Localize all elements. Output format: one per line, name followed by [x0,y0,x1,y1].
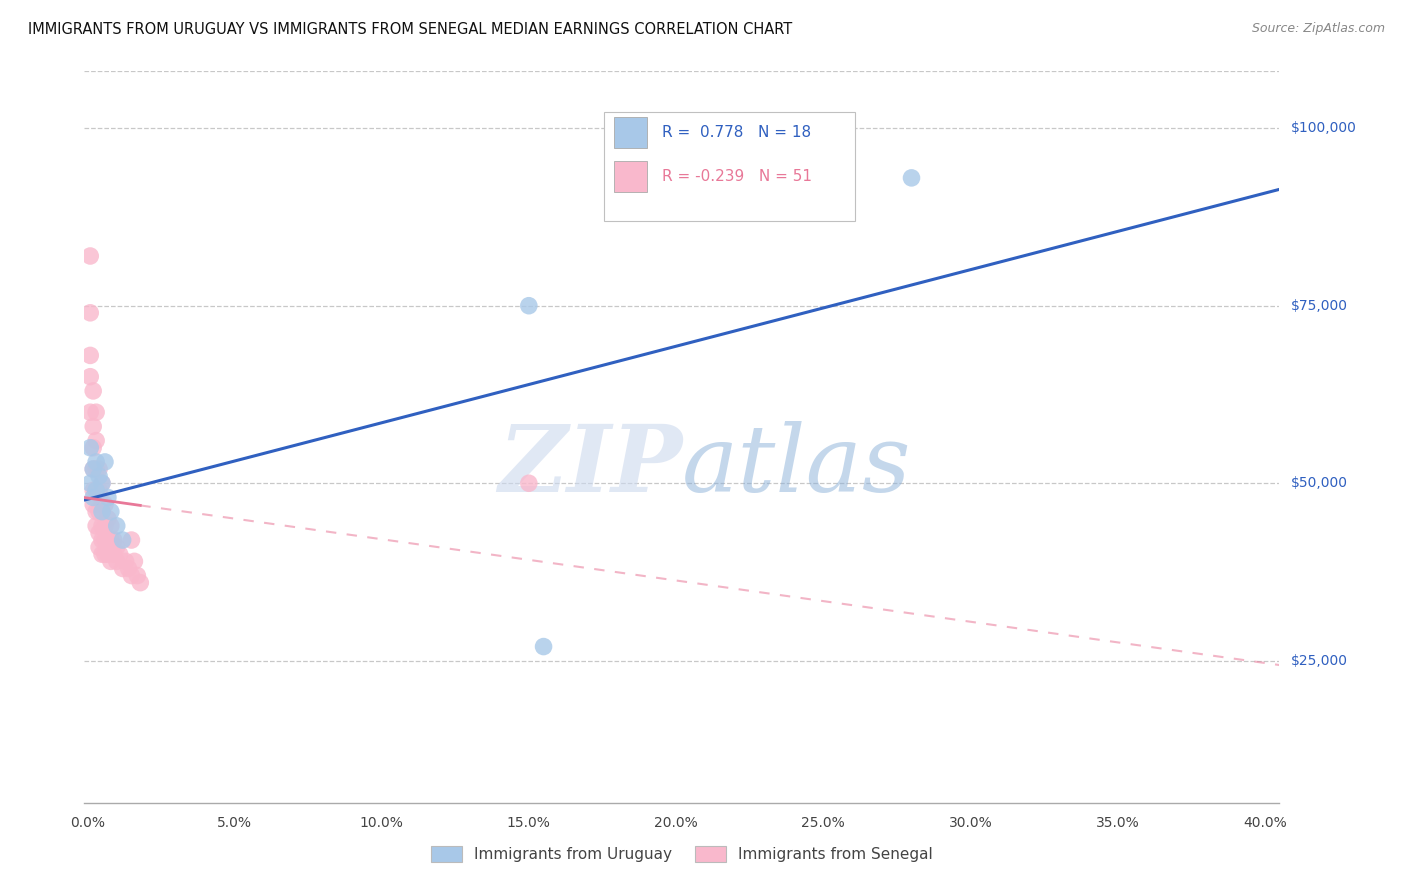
Legend: Immigrants from Uruguay, Immigrants from Senegal: Immigrants from Uruguay, Immigrants from… [425,840,939,868]
Point [87,483,110,498]
Point [84,483,107,498]
Point [91,498,114,512]
Point [79,348,101,362]
Point [82,462,104,476]
Point [97,533,120,547]
Text: R = -0.239   N = 51: R = -0.239 N = 51 [662,169,811,184]
Point [91,505,114,519]
Point [517,476,540,491]
Point [100,519,122,533]
Point [79,369,101,384]
Point [91,476,114,491]
Point [97,491,120,505]
Point [79,306,101,320]
Point [82,498,104,512]
Point [517,299,540,313]
Point [79,476,101,491]
Text: $25,000: $25,000 [1291,654,1347,668]
Point [82,483,104,498]
Point [114,554,136,568]
Point [100,554,122,568]
FancyBboxPatch shape [614,118,647,148]
Point [105,540,128,554]
Point [84,455,107,469]
Text: ZIP: ZIP [498,421,682,511]
Point [91,519,114,533]
Point [108,547,131,561]
Point [100,505,122,519]
Text: R =  0.778   N = 18: R = 0.778 N = 18 [662,125,811,140]
Point [82,419,104,434]
Point [94,547,117,561]
Point [87,525,110,540]
Point [79,249,101,263]
Point [94,519,117,533]
Point [120,568,142,582]
Point [79,441,101,455]
Point [105,554,128,568]
Point [120,533,142,547]
Point [94,455,117,469]
Point [84,519,107,533]
Text: $75,000: $75,000 [1291,299,1347,313]
Point [87,540,110,554]
Text: IMMIGRANTS FROM URUGUAY VS IMMIGRANTS FROM SENEGAL MEDIAN EARNINGS CORRELATION C: IMMIGRANTS FROM URUGUAY VS IMMIGRANTS FR… [28,22,793,37]
Point [111,561,134,575]
Point [94,498,117,512]
Point [97,547,120,561]
Point [97,512,120,526]
Point [91,547,114,561]
Point [84,462,107,476]
Point [91,533,114,547]
Point [117,561,139,575]
Point [87,505,110,519]
Point [533,640,555,654]
Text: $100,000: $100,000 [1291,121,1357,136]
Point [82,441,104,455]
Point [84,434,107,448]
Point [87,469,110,483]
Point [103,533,125,547]
Point [127,568,149,582]
Point [129,575,152,590]
Point [84,405,107,419]
FancyBboxPatch shape [614,161,647,192]
Point [900,170,922,185]
Point [111,533,134,547]
Point [103,547,125,561]
Point [100,533,122,547]
Point [84,505,107,519]
Text: atlas: atlas [682,421,911,511]
Point [105,519,128,533]
Point [82,491,104,505]
Point [87,462,110,476]
Text: $50,000: $50,000 [1291,476,1347,491]
Point [94,533,117,547]
Point [82,462,104,476]
Point [82,384,104,398]
Point [91,476,114,491]
Text: Source: ZipAtlas.com: Source: ZipAtlas.com [1251,22,1385,36]
FancyBboxPatch shape [605,112,855,221]
Point [124,554,146,568]
Point [79,405,101,419]
Point [84,483,107,498]
